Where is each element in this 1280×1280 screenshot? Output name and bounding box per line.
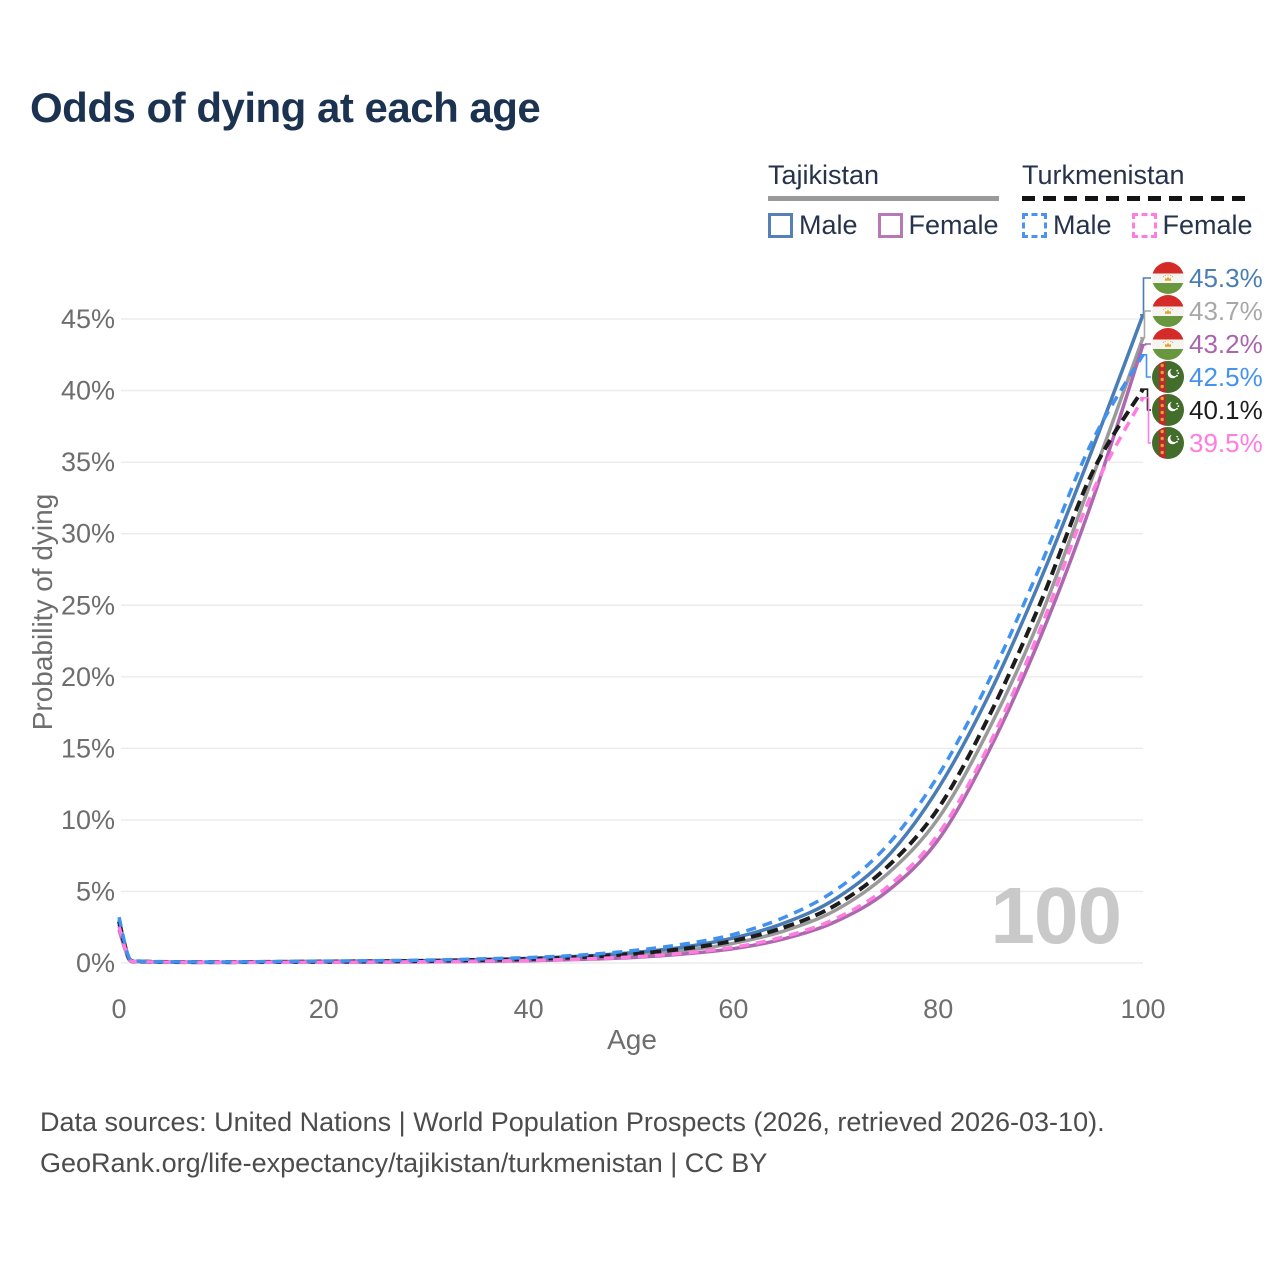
- y-tick-25%: 25%: [61, 590, 115, 620]
- curve-turkmenistan-female[interactable]: [117, 396, 1145, 965]
- leader-line: [1140, 354, 1151, 378]
- leader-line: [1140, 397, 1151, 444]
- page-title: Odds of dying at each age: [30, 84, 541, 131]
- legend-item-turkmenistan-female[interactable]: Female: [1131, 210, 1253, 241]
- end-label-value: 43.2%: [1189, 328, 1263, 359]
- y-tick-35%: 35%: [61, 447, 115, 477]
- y-tick-30%: 30%: [61, 519, 115, 549]
- x-tick-20: 20: [309, 994, 339, 1024]
- footer-source-line: Data sources: United Nations | World Pop…: [40, 1107, 1105, 1137]
- legend-swatch-icon: [877, 213, 903, 238]
- legend-item-tajikistan-male[interactable]: Male: [768, 210, 858, 241]
- legend-heading-tajikistan: Tajikistan: [768, 160, 880, 190]
- footer: Data sources: United Nations | World Pop…: [40, 1102, 1105, 1184]
- turkmenistan-line-style-swatch: [1022, 196, 1253, 201]
- flag-turkmenistan-icon: [1152, 427, 1184, 459]
- curve-tajikistan-both[interactable]: [117, 337, 1145, 965]
- end-label-value: 39.5%: [1189, 427, 1263, 458]
- legend-item-label: Male: [799, 210, 858, 240]
- end-label-turkmenistan-female: 39.5%: [1152, 427, 1263, 459]
- legend-item-label: Female: [1162, 210, 1253, 240]
- y-axis-title: Probability of dying: [27, 493, 58, 731]
- leader-line: [1140, 310, 1151, 339]
- end-label-tajikistan-both-sexes: 43.7%: [1152, 295, 1263, 327]
- tajikistan-line-style-swatch: [768, 196, 999, 201]
- footer-url-line: GeoRank.org/life-expectancy/tajikistan/t…: [40, 1148, 768, 1178]
- x-tick-100: 100: [1120, 994, 1165, 1024]
- leader-line: [1140, 343, 1151, 346]
- flag-tajikistan-icon: [1152, 328, 1184, 360]
- legend-swatch-icon: [1022, 213, 1047, 238]
- y-tick-10%: 10%: [61, 805, 115, 835]
- flag-tajikistan-icon: [1152, 295, 1184, 327]
- x-tick-80: 80: [923, 994, 953, 1024]
- x-tick-40: 40: [514, 994, 544, 1024]
- y-tick-45%: 45%: [61, 304, 115, 334]
- flag-turkmenistan-icon: [1152, 394, 1184, 426]
- flag-tajikistan-icon: [1152, 262, 1184, 294]
- y-tick-15%: 15%: [61, 733, 115, 763]
- legend-swatch-icon: [1131, 213, 1157, 238]
- end-label-value: 40.1%: [1189, 394, 1263, 425]
- y-tick-40%: 40%: [61, 376, 115, 406]
- end-label-tajikistan-female: 43.2%: [1152, 328, 1263, 360]
- x-tick-0: 0: [111, 994, 126, 1024]
- end-label-tajikistan-male: 45.3%: [1152, 262, 1263, 294]
- leader-line: [1140, 277, 1151, 316]
- curve-tajikistan-male[interactable]: [117, 314, 1145, 964]
- x-axis-title: Age: [607, 1024, 657, 1055]
- legend-item-label: Male: [1053, 210, 1112, 240]
- end-label-turkmenistan-both-sexes: 40.1%: [1152, 394, 1263, 426]
- legend-item-turkmenistan-male[interactable]: Male: [1022, 210, 1112, 241]
- legend-group-turkmenistan: Turkmenistan Male Female: [1022, 160, 1253, 241]
- curve-tajikistan-female[interactable]: [117, 344, 1145, 965]
- y-tick-0%: 0%: [76, 948, 115, 978]
- y-tick-5%: 5%: [76, 876, 115, 906]
- end-label-value: 43.7%: [1189, 295, 1263, 326]
- end-label-value: 42.5%: [1189, 361, 1263, 392]
- legend-item-tajikistan-female[interactable]: Female: [877, 210, 999, 241]
- legend-swatch-icon: [768, 213, 793, 238]
- flag-turkmenistan-icon: [1152, 361, 1184, 393]
- x-tick-60: 60: [718, 994, 748, 1024]
- end-label-turkmenistan-male: 42.5%: [1152, 361, 1263, 393]
- y-tick-20%: 20%: [61, 662, 115, 692]
- legend-group-tajikistan: Tajikistan Male Female: [768, 160, 999, 241]
- curve-turkmenistan-both[interactable]: [117, 388, 1145, 965]
- watermark-age-100: 100: [990, 871, 1122, 960]
- end-label-value: 45.3%: [1189, 262, 1263, 293]
- curve-turkmenistan-male[interactable]: [117, 353, 1145, 964]
- legend-heading-turkmenistan: Turkmenistan: [1022, 160, 1185, 190]
- legend-item-label: Female: [908, 210, 999, 240]
